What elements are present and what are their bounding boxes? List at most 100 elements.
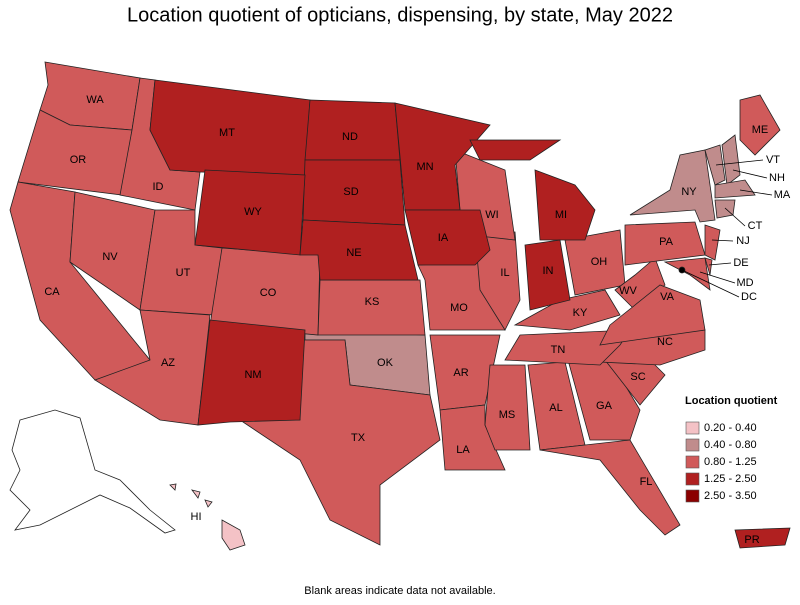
state-label: KY xyxy=(573,307,588,319)
leader-line xyxy=(699,271,736,284)
footnote: Blank areas indicate data not available. xyxy=(304,585,495,597)
state-label: LA xyxy=(456,444,470,456)
state-label: TX xyxy=(351,432,366,444)
state-label: NH xyxy=(769,172,785,184)
state-label: MA xyxy=(774,189,791,201)
state-shape xyxy=(539,439,681,536)
state-label: AL xyxy=(549,402,562,414)
state-shape xyxy=(221,519,246,551)
state-label: MD xyxy=(736,277,753,289)
state-shape xyxy=(599,284,706,346)
state-label: WI xyxy=(485,209,498,221)
state-label: ME xyxy=(752,124,769,136)
legend-label: 0.40 - 0.80 xyxy=(704,439,757,451)
legend-label: 0.80 - 1.25 xyxy=(704,456,757,468)
state-label: NJ xyxy=(736,235,749,247)
state-label: MI xyxy=(555,209,567,221)
state-shape xyxy=(169,483,177,491)
state-shape xyxy=(704,144,726,186)
state-label: NV xyxy=(102,251,118,263)
state-shape xyxy=(714,179,756,199)
state-shape xyxy=(469,139,562,161)
state-label: WY xyxy=(244,206,262,218)
legend-label: 1.25 - 2.50 xyxy=(704,473,757,485)
state-label: AZ xyxy=(161,357,175,369)
state-shape xyxy=(94,309,211,426)
state-shape xyxy=(534,169,596,241)
leader-line xyxy=(708,262,732,266)
legend-swatch xyxy=(685,472,700,486)
state-shape xyxy=(191,489,201,499)
legend-label: 0.20 - 0.40 xyxy=(704,422,757,434)
state-label: ND xyxy=(342,131,358,143)
alaska-outline xyxy=(9,409,176,534)
state-label: HI xyxy=(191,511,202,523)
leader-line xyxy=(715,159,764,166)
state-label: OH xyxy=(591,256,608,268)
state-label: OK xyxy=(377,357,394,369)
state-label: PR xyxy=(744,534,759,546)
state-label: NC xyxy=(657,336,673,348)
state-label: CO xyxy=(260,287,277,299)
state-label: NY xyxy=(681,186,697,198)
legend-swatch xyxy=(685,489,700,503)
state-shape xyxy=(299,219,419,281)
state-shape xyxy=(721,134,741,186)
legend-swatch xyxy=(685,455,700,469)
state-shape xyxy=(714,199,736,219)
state-label: TN xyxy=(551,344,566,356)
state-label: AR xyxy=(453,367,468,379)
state-label: FL xyxy=(640,476,653,488)
state-shape xyxy=(734,527,791,549)
state-label: DC xyxy=(741,291,757,303)
leader-line xyxy=(732,169,768,179)
state-shape xyxy=(524,239,571,311)
state-label: SD xyxy=(343,186,358,198)
state-label: MN xyxy=(416,161,433,173)
state-label: MS xyxy=(499,409,516,421)
state-label: WA xyxy=(86,94,104,106)
state-shape xyxy=(663,257,711,291)
state-label: NM xyxy=(244,369,261,381)
state-shape xyxy=(614,257,666,311)
state-label: UT xyxy=(176,267,191,279)
legend-swatch xyxy=(685,421,700,435)
state-label: CA xyxy=(44,286,60,298)
state-label: PA xyxy=(659,236,674,248)
leader-line xyxy=(724,207,746,227)
title: Location quotient of opticians, dispensi… xyxy=(127,4,673,26)
state-shape xyxy=(484,364,531,451)
state-label: ID xyxy=(153,181,164,193)
state-shape xyxy=(204,499,213,508)
leader-line xyxy=(739,189,773,196)
state-label: SC xyxy=(630,371,645,383)
state-label: VT xyxy=(766,154,780,166)
state-label: IL xyxy=(500,267,509,279)
state-shape xyxy=(197,319,306,426)
state-shape xyxy=(739,94,781,156)
state-label: IA xyxy=(438,232,449,244)
legend-title: Location quotient xyxy=(685,395,778,407)
state-label: MO xyxy=(450,302,468,314)
state-shape xyxy=(704,257,713,276)
legend-label: 2.50 - 3.50 xyxy=(704,490,757,502)
state-label: GA xyxy=(596,400,613,412)
state-label: KS xyxy=(365,296,380,308)
state-shape xyxy=(629,149,716,223)
state-label: MT xyxy=(219,127,235,139)
leader-line xyxy=(681,269,740,298)
state-label: CT xyxy=(748,220,763,232)
state-shape xyxy=(394,102,491,211)
state-label: VA xyxy=(660,291,675,303)
state-label: OR xyxy=(70,154,87,166)
state-label: DE xyxy=(733,257,748,269)
state-label: WV xyxy=(619,285,637,297)
state-shape xyxy=(404,209,491,266)
legend-swatch xyxy=(685,438,700,452)
leader-line xyxy=(711,239,734,242)
state-shape xyxy=(704,224,721,261)
state-label: IN xyxy=(543,265,554,277)
state-label: NE xyxy=(346,247,361,259)
